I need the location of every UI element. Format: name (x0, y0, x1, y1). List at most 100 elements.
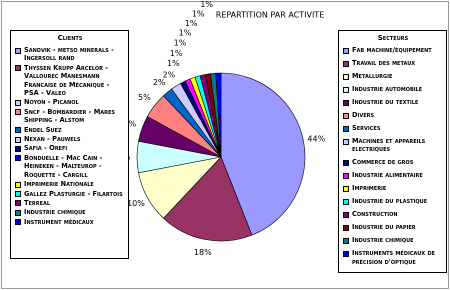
legend-label: Sncf - Bombardier - Mares Shipping - Als… (24, 107, 116, 125)
legend-entry: Construction (343, 210, 443, 218)
legend-entry: Industrie alimentaire (343, 171, 443, 179)
legend-entry: Instruments médicaux de précision d'opti… (343, 249, 443, 266)
legend-entry: Safia - Orefi (15, 144, 125, 152)
legend-label: Industrie automobile (352, 85, 423, 93)
data-label: 5% (138, 93, 151, 102)
legend-swatch (15, 191, 21, 197)
legend-entry: Instrument médicaux (15, 218, 125, 226)
legend-swatch (15, 109, 21, 116)
legend-title: Clients (57, 34, 83, 42)
legend-entry: Industrie automobile (343, 85, 443, 93)
legend-swatch (343, 125, 349, 132)
legend-swatch (343, 172, 349, 179)
legend-entry: Noyon - Picanol (15, 98, 125, 106)
legend-label: Sandvik - metso minerals - Ingersoll ran… (24, 46, 114, 63)
legend-entry: Gallez Plasturgie - Filartois (15, 190, 125, 198)
legend-label: Imprimerie (352, 184, 387, 193)
data-label: 1% (192, 9, 205, 18)
legend-swatch (343, 60, 349, 67)
legend-label: Fab machine/équipement (352, 46, 432, 54)
legend-swatch (343, 99, 349, 106)
legend-entry: Thyssen Krupp Arcelor - Vallourec Manesm… (15, 64, 125, 98)
data-label: 1% (174, 39, 187, 48)
data-label: 1% (170, 49, 183, 58)
legend-swatch (15, 127, 21, 134)
legend-entry: Metallurgie (343, 72, 443, 80)
clients-legend: Clients Sandvik - metso minerals - Inger… (10, 30, 129, 259)
legend-swatch (343, 237, 349, 244)
legend-swatch (343, 185, 349, 192)
legend-swatch (343, 138, 349, 145)
legend-entry: Travail des metaux (343, 59, 443, 67)
data-label: 2% (163, 71, 176, 80)
data-label: 1% (200, 0, 213, 9)
legend-entry: Industrie du papier (343, 223, 443, 231)
legend-entry: Fab machine/équipement (343, 46, 443, 54)
data-label: 2% (153, 78, 166, 87)
legend-swatch (343, 86, 349, 93)
legend-swatch (343, 250, 349, 257)
legend-swatch (343, 211, 349, 218)
legend-entry: Industrie chimique (15, 208, 125, 216)
legend-label: Safia - Orefi (24, 144, 68, 153)
legend-label: Machines et appareils electriques (352, 137, 426, 154)
legend-swatch (15, 136, 21, 143)
legend-swatch (15, 99, 21, 106)
legend-swatch (15, 181, 21, 188)
legend-swatch (15, 219, 21, 226)
legend-label: Industrie chimique (24, 208, 86, 217)
legend-entry: Commerce de gros (343, 158, 443, 166)
legend-label: Commerce de gros (352, 158, 414, 167)
legend-swatch (15, 65, 21, 72)
legend-label: Instrument médicaux (24, 217, 94, 226)
sectors-legend: Secteurs Fab machine/équipement Travail d… (338, 30, 447, 273)
data-label: 1% (179, 29, 192, 38)
legend-title: Secteurs (377, 34, 409, 42)
legend-label: Bonduelle - Mac Cain - Heineken - Malteu… (24, 153, 103, 179)
legend-label: Terreal (24, 198, 51, 207)
legend-label: Endel Suez (24, 125, 62, 134)
legend-label: Imprimerie Nationale (24, 180, 94, 189)
pie-slice (163, 156, 253, 242)
legend-label: Services (352, 124, 381, 132)
data-label: 1% (167, 59, 180, 68)
legend-label: Instruments médicaux de précision d'opti… (352, 249, 436, 266)
data-label: 18% (194, 248, 212, 257)
legend-label: Gallez Plasturgie - Filartois (24, 189, 123, 198)
legend-swatch (343, 112, 349, 119)
legend-entry: Bonduelle - Mac Cain - Heineken - Malteu… (15, 154, 125, 179)
chart-title: REPARTITION PAR ACTIVITE (216, 11, 325, 20)
legend-label: Noyon - Picanol (24, 98, 79, 107)
legend-label: Metallurgie (352, 72, 393, 80)
legend-swatch (15, 145, 21, 152)
legend-swatch (343, 198, 349, 205)
legend-swatch (343, 73, 349, 80)
legend-label: Travail des metaux (352, 59, 416, 67)
legend-entry: Services (343, 124, 443, 132)
legend-entry: Imprimerie Nationale (15, 180, 125, 188)
legend-entry: Divers (343, 111, 443, 119)
legend-entry: Machines et appareils electriques (343, 137, 443, 154)
legend-entry: Sandvik - metso minerals - Ingersoll ran… (15, 46, 125, 63)
legend-label: Industrie du papier (352, 223, 416, 232)
legend-label: Divers (352, 111, 375, 119)
pie-slice (215, 72, 222, 158)
pie-slice (220, 72, 306, 236)
legend-label: Industrie du plastique (352, 197, 428, 206)
legend-label: Construction (352, 210, 398, 219)
legend-entry: Industrie du plastique (343, 197, 443, 205)
legend-swatch (15, 47, 21, 54)
legend-entry: Nexan - Pauwels (15, 135, 125, 143)
legend-swatch (15, 200, 21, 207)
legend-label: Industrie chimique (352, 236, 414, 245)
legend-swatch (15, 209, 21, 216)
data-label: 1% (210, 0, 223, 1)
legend-entry: Terreal (15, 199, 125, 207)
legend-entry: Sncf - Bombardier - Mares Shipping - Als… (15, 108, 125, 125)
data-label: 1% (185, 19, 198, 28)
legend-swatch (343, 47, 349, 54)
legend-label: Industrie du textile (352, 98, 419, 106)
